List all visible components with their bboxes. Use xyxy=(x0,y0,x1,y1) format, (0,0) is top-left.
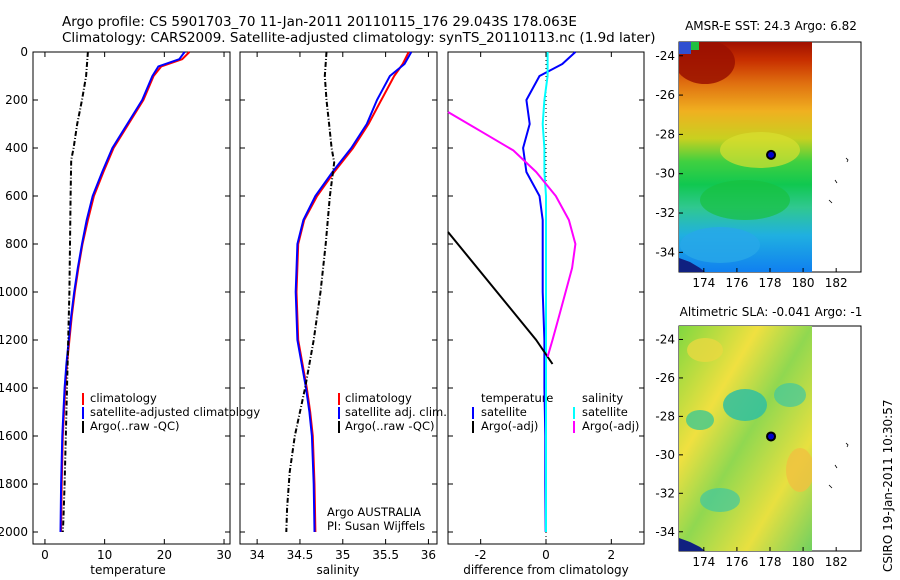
temperature-panel-frame xyxy=(32,51,231,545)
sla-field xyxy=(679,326,812,551)
legend-heading-salinity: salinity xyxy=(582,391,623,405)
sla-map-title: Altimetric SLA: -0.041 Argo: -1 xyxy=(680,305,863,319)
x-tick-label: 20 xyxy=(157,548,172,562)
salinity-legend: climatology satellite adj. clim. Argo(..… xyxy=(338,391,447,433)
sla-map: Altimetric SLA: -0.041 Argo: -1 174 176 17… xyxy=(655,305,862,569)
temperature-legend: climatology satellite-adjusted climatolo… xyxy=(82,391,260,433)
map-x-tick-label: 178 xyxy=(759,276,782,290)
credit-line-2: PI: Susan Wijffels xyxy=(327,519,425,533)
map-x-tick-label: 176 xyxy=(725,276,748,290)
credit-line-1: Argo AUSTRALIA xyxy=(327,505,421,519)
header-line-1: Argo profile: CS 5901703_70 11-Jan-2011 … xyxy=(62,14,577,30)
island-outlines xyxy=(828,442,849,489)
legend-label-argo: Argo(..raw -QC) xyxy=(90,419,180,433)
series-line-argo-raw-qc- xyxy=(61,51,89,533)
x-tick-label: 0 xyxy=(41,548,49,562)
series-line-satellite-adjusted-climatology xyxy=(59,51,186,533)
difference-xlabel: difference from climatology xyxy=(463,563,629,577)
map-x-tick-label: 178 xyxy=(759,555,782,569)
x-tick-label: 34 xyxy=(249,548,264,562)
series-line-salinity-argo-adj- xyxy=(447,111,577,358)
map-y-tick-label: -26 xyxy=(655,371,675,385)
x-tick-label: 10 xyxy=(97,548,112,562)
island-outlines xyxy=(828,157,849,204)
legend-label-climatology: climatology xyxy=(345,391,412,405)
map-y-tick-label: -30 xyxy=(655,167,675,181)
map-y-tick-label: -28 xyxy=(655,409,675,423)
legend-label-sal-satellite: satellite xyxy=(582,405,628,419)
map-y-tick-label: -30 xyxy=(655,448,675,462)
y-tick-label: 1600 xyxy=(0,429,28,443)
y-tick-label: 2000 xyxy=(0,525,28,539)
map-y-tick-label: -32 xyxy=(655,486,675,500)
legend-label-climatology: climatology xyxy=(90,391,157,405)
map-y-tick-label: -26 xyxy=(655,88,675,102)
y-tick-label: 1200 xyxy=(0,333,28,347)
x-tick-label: 36 xyxy=(421,548,436,562)
difference-legend: temperature satellite Argo(-adj) salinit… xyxy=(472,391,639,433)
series-line-argo-raw-qc- xyxy=(285,51,336,533)
legend-label-satellite: satellite-adjusted climatology xyxy=(90,405,260,419)
y-tick-label: 0 xyxy=(20,45,28,59)
series-line-satellite-adj-clim- xyxy=(294,51,413,533)
map-y-tick-label: -34 xyxy=(655,245,675,259)
x-tick-label: 34.5 xyxy=(287,548,314,562)
legend-label-satellite: satellite adj. clim. xyxy=(345,405,447,419)
map-x-tick-label: 182 xyxy=(825,276,848,290)
temperature-xlabel: temperature xyxy=(90,563,165,577)
y-tick-label: 600 xyxy=(5,189,28,203)
y-tick-label: 1000 xyxy=(0,285,28,299)
x-tick-label: 35.5 xyxy=(372,548,399,562)
temperature-panel: temperature climatology satellite-adjust… xyxy=(32,51,260,577)
map-x-tick-label: 180 xyxy=(792,555,815,569)
side-stamp: CSIRO 19-Jan-2011 10:30:57 xyxy=(881,400,895,572)
series-line-salinity-satellite xyxy=(541,52,549,532)
map-x-tick-label: 174 xyxy=(692,276,715,290)
legend-label-argo: Argo(..raw -QC) xyxy=(345,419,435,433)
map-y-tick-label: -32 xyxy=(655,206,675,220)
map-y-tick-label: -34 xyxy=(655,525,675,539)
argo-position-marker-inner xyxy=(768,151,775,158)
x-tick-label: 2 xyxy=(608,548,616,562)
map-y-tick-label: -28 xyxy=(655,127,675,141)
y-tick-label: 200 xyxy=(5,93,28,107)
map-x-tick-label: 174 xyxy=(692,555,715,569)
depth-axis: 0 200 400 600 800 1000 1200 1400 1600 1800 2000 xyxy=(0,45,28,539)
map-y-tick-label: -24 xyxy=(655,49,675,63)
map-x-tick-label: 176 xyxy=(725,555,748,569)
salinity-panel: salinity climatology satellite adj. clim… xyxy=(239,51,447,577)
y-tick-label: 1800 xyxy=(0,477,28,491)
argo-position-marker-inner xyxy=(768,433,775,440)
salinity-xlabel: salinity xyxy=(316,563,359,577)
difference-panel: difference from climatology temperature … xyxy=(447,51,645,577)
x-tick-label: 30 xyxy=(216,548,231,562)
y-tick-label: 400 xyxy=(5,141,28,155)
series-line-temperature-satellite xyxy=(522,51,577,533)
y-tick-label: 800 xyxy=(5,237,28,251)
series-line-temperature-argo-adj- xyxy=(447,231,554,365)
legend-label-temp-satellite: satellite xyxy=(481,405,527,419)
map-x-tick-label: 182 xyxy=(825,555,848,569)
map-y-tick-label: -24 xyxy=(655,332,675,346)
sst-map: AMSR-E SST: 24.3 Argo: 6.82 174 176 178 180… xyxy=(655,19,862,290)
series-line-climatology xyxy=(60,51,191,533)
salinity-panel-frame xyxy=(239,51,438,545)
legend-label-temp-argo: Argo(-adj) xyxy=(481,419,538,433)
x-tick-label: 0 xyxy=(542,548,550,562)
sst-map-title: AMSR-E SST: 24.3 Argo: 6.82 xyxy=(685,19,857,33)
x-tick-label: 35 xyxy=(335,548,350,562)
header-line-2: Climatology: CARS2009. Satellite-adjuste… xyxy=(62,30,655,46)
legend-label-sal-argo: Argo(-adj) xyxy=(582,419,639,433)
legend-heading-temperature: temperature xyxy=(481,391,553,405)
sst-field xyxy=(679,42,812,272)
x-tick-label: -2 xyxy=(475,548,487,562)
y-tick-label: 1400 xyxy=(0,381,28,395)
map-x-tick-label: 180 xyxy=(792,276,815,290)
